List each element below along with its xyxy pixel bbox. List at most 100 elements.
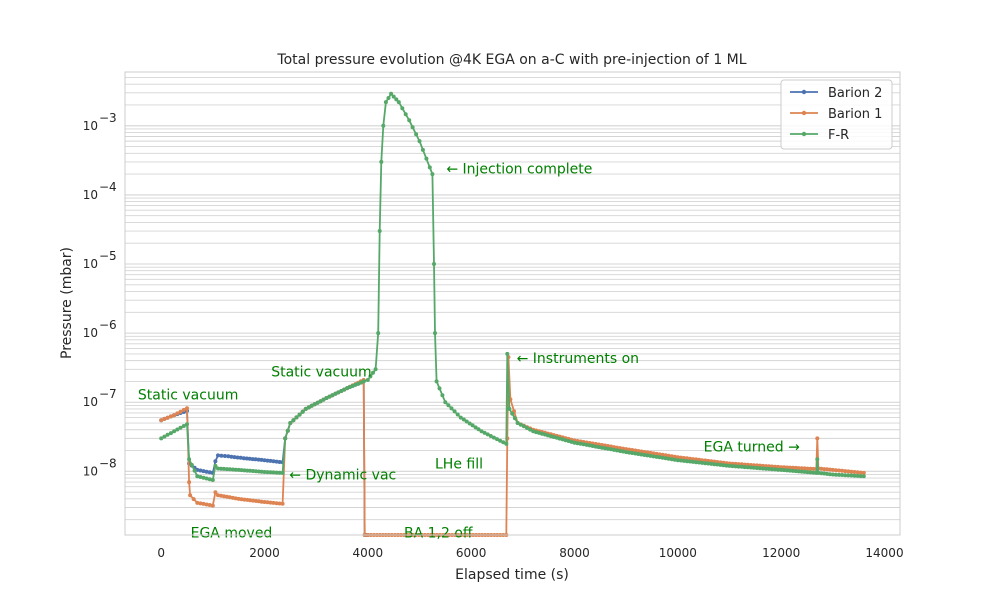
data-point — [515, 421, 520, 425]
data-point — [434, 379, 439, 384]
legend-item: F-R — [790, 128, 849, 143]
legend-label: Barion 1 — [828, 107, 882, 122]
data-point — [250, 457, 255, 462]
data-point — [433, 331, 437, 336]
data-point — [280, 470, 285, 475]
data-point — [274, 501, 279, 506]
data-point — [268, 470, 273, 475]
data-point — [244, 456, 249, 461]
data-point — [383, 100, 388, 105]
data-point — [386, 96, 391, 100]
data-point — [219, 466, 223, 471]
data-point — [259, 457, 264, 462]
data-point — [605, 444, 610, 448]
data-point — [253, 457, 258, 462]
data-point — [754, 466, 759, 470]
data-point — [563, 438, 568, 443]
data-point — [232, 455, 237, 460]
data-point — [840, 468, 845, 473]
data-point — [213, 459, 218, 464]
data-point — [268, 500, 273, 505]
data-point — [262, 458, 267, 463]
data-point — [473, 425, 478, 430]
data-point — [207, 503, 212, 507]
data-point — [602, 446, 607, 451]
data-point — [730, 464, 735, 469]
data-point — [256, 457, 261, 462]
data-point — [437, 386, 442, 391]
data-point — [793, 465, 798, 470]
data-point — [688, 459, 692, 464]
data-point — [669, 454, 674, 459]
data-point — [790, 465, 795, 470]
data-point — [204, 476, 209, 481]
legend-item: Barion 2 — [790, 86, 882, 101]
data-point — [621, 449, 626, 454]
data-point — [430, 172, 435, 177]
data-point — [195, 500, 200, 505]
data-point — [685, 459, 689, 464]
data-point — [285, 428, 290, 433]
data-point — [495, 437, 499, 442]
annotation: LHe fill — [435, 456, 483, 472]
data-point — [501, 440, 506, 445]
data-point — [528, 427, 533, 432]
data-point — [715, 462, 720, 467]
annotation-layer: Static vacuum EGA moved ← Dynamic vac Stati… — [138, 162, 800, 542]
data-point — [663, 456, 668, 461]
legend-marker — [801, 89, 807, 95]
data-point — [277, 460, 282, 464]
x-tick-label: 10000 — [659, 546, 697, 560]
data-point — [663, 453, 668, 458]
data-point — [545, 433, 550, 438]
data-point — [377, 229, 382, 233]
legend-marker — [801, 110, 807, 116]
data-point — [172, 429, 177, 434]
data-point — [221, 466, 226, 471]
data-point — [159, 436, 164, 441]
data-point — [229, 454, 234, 459]
data-point — [785, 468, 789, 473]
data-point — [609, 447, 613, 452]
data-point — [593, 444, 598, 449]
data-point — [185, 406, 189, 411]
series-layer — [159, 91, 866, 537]
data-point — [498, 438, 503, 443]
x-tick-label: 4000 — [353, 546, 384, 560]
data-point — [376, 331, 381, 336]
y-axis: 10−810−710−610−510−410−3 — [83, 111, 117, 479]
data-point — [636, 449, 641, 453]
data-point — [207, 470, 212, 475]
data-point — [373, 367, 378, 372]
data-point — [185, 422, 189, 427]
data-point — [678, 455, 683, 460]
data-point — [172, 413, 177, 418]
data-point — [271, 470, 276, 475]
data-point — [309, 403, 314, 408]
data-point — [420, 147, 425, 152]
data-point — [630, 448, 635, 452]
data-point — [691, 457, 695, 462]
data-point — [718, 462, 723, 467]
data-point — [624, 447, 629, 452]
y-tick-label: 10 — [83, 395, 98, 409]
data-point — [410, 125, 415, 130]
data-point — [825, 471, 829, 476]
data-point — [757, 466, 762, 471]
data-point — [793, 469, 798, 474]
data-point — [470, 423, 475, 428]
data-point — [162, 416, 167, 421]
data-point — [178, 425, 183, 430]
data-point — [627, 447, 632, 452]
legend-item: Barion 1 — [790, 107, 882, 122]
data-point — [751, 465, 756, 470]
data-point — [381, 123, 386, 128]
data-point — [776, 467, 781, 472]
data-point — [204, 469, 209, 474]
data-point — [855, 473, 860, 478]
data-point — [271, 459, 276, 464]
data-point — [672, 457, 677, 462]
data-point — [488, 434, 493, 438]
data-point — [688, 456, 692, 461]
data-point — [259, 499, 264, 504]
